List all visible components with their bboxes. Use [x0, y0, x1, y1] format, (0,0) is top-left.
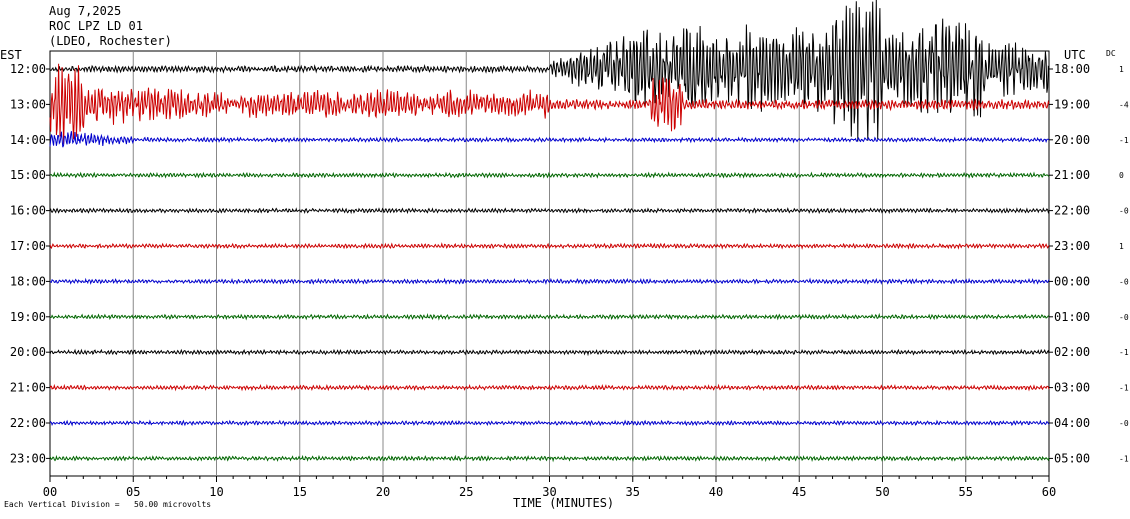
- utc-hour-label: 20:00: [1054, 133, 1090, 147]
- x-tick-label: 50: [875, 485, 889, 499]
- dc-offset-value: 1: [1119, 65, 1124, 74]
- x-tick-label: 45: [792, 485, 806, 499]
- est-hour-label: 17:00: [10, 239, 46, 253]
- trace-line: [49, 207, 1050, 215]
- est-hour-label: 18:00: [10, 274, 46, 288]
- trace-line: [49, 348, 1050, 357]
- est-hour-label: 13:00: [10, 97, 46, 111]
- utc-hour-label: 21:00: [1054, 168, 1090, 182]
- est-hour-label: 21:00: [10, 381, 46, 395]
- dc-offset-value: -1: [1119, 136, 1129, 145]
- x-tick-label: 15: [293, 485, 307, 499]
- chart-grid: [49, 50, 1050, 477]
- x-tick-label: 20: [376, 485, 390, 499]
- trace-line: [49, 242, 1050, 250]
- est-hour-label: 19:00: [10, 310, 46, 324]
- dc-offset-value: -0: [1119, 313, 1129, 322]
- utc-hour-label: 00:00: [1054, 274, 1090, 288]
- header-network: (LDEO, Rochester): [49, 34, 172, 48]
- utc-hour-label: 03:00: [1054, 381, 1090, 395]
- dc-offset-value: -1: [1119, 348, 1129, 357]
- dc-offset-value: -1: [1119, 454, 1129, 463]
- x-axis-label: TIME (MINUTES): [513, 496, 615, 510]
- x-tick-label: 35: [626, 485, 640, 499]
- trace-line: [49, 171, 1050, 179]
- est-hour-label: 23:00: [10, 451, 46, 465]
- chart-traces: [49, 0, 1050, 463]
- trace-line: [49, 383, 1050, 392]
- utc-hour-label: 01:00: [1054, 310, 1090, 324]
- x-tick-label: 30: [542, 485, 556, 499]
- utc-hour-label: 18:00: [1054, 62, 1090, 76]
- est-hour-label: 14:00: [10, 133, 46, 147]
- trace-line: [49, 312, 1050, 321]
- x-tick-label: 10: [209, 485, 223, 499]
- dc-offset-value: 1: [1119, 242, 1124, 251]
- dc-offset-value: -0: [1119, 419, 1129, 428]
- chart-x-ticks: 00 05 10 15 20 25 30 35 40 45 50 55 60: [43, 476, 1056, 499]
- utc-hour-label: 19:00: [1054, 97, 1090, 111]
- trace-line: [49, 131, 1050, 148]
- est-hour-label: 22:00: [10, 416, 46, 430]
- x-tick-label: 40: [709, 485, 723, 499]
- dc-offset-value: 0: [1119, 171, 1124, 180]
- left-timezone-label: EST: [0, 48, 22, 62]
- dc-offset-value: -1: [1119, 384, 1129, 393]
- dc-offset-value: -0: [1119, 207, 1129, 216]
- trace-line: [49, 63, 1050, 145]
- est-hour-label: 15:00: [10, 168, 46, 182]
- x-tick-label: 55: [959, 485, 973, 499]
- x-tick-label: 25: [459, 485, 473, 499]
- utc-hour-label: 02:00: [1054, 345, 1090, 359]
- dc-offset-value: -4: [1119, 100, 1129, 109]
- scale-footnote: Each Vertical Division = 50.00 microvolt…: [4, 500, 212, 509]
- est-hour-label: 20:00: [10, 345, 46, 359]
- header-date: Aug 7,2025: [49, 4, 122, 18]
- x-tick-label: 05: [126, 485, 140, 499]
- dc-header-label: DC: [1106, 49, 1116, 58]
- trace-line: [49, 277, 1050, 285]
- utc-hour-label: 22:00: [1054, 204, 1090, 218]
- chart-row-labels: 12:00 18:00 1 13:00 19:00 -4 14:00 20:00 -1 15:00…: [10, 62, 1129, 465]
- est-hour-label: 16:00: [10, 204, 46, 218]
- trace-line: [49, 419, 1050, 427]
- x-tick-label: 00: [43, 485, 57, 499]
- trace-line: [49, 454, 1050, 463]
- utc-hour-label: 04:00: [1054, 416, 1090, 430]
- utc-hour-label: 05:00: [1054, 451, 1090, 465]
- header-station: ROC LPZ LD 01: [49, 19, 143, 33]
- x-tick-label: 60: [1042, 485, 1056, 499]
- trace-line: [49, 0, 1050, 142]
- dc-offset-value: -0: [1119, 277, 1129, 286]
- utc-hour-label: 23:00: [1054, 239, 1090, 253]
- right-timezone-label: UTC: [1064, 48, 1086, 62]
- est-hour-label: 12:00: [10, 62, 46, 76]
